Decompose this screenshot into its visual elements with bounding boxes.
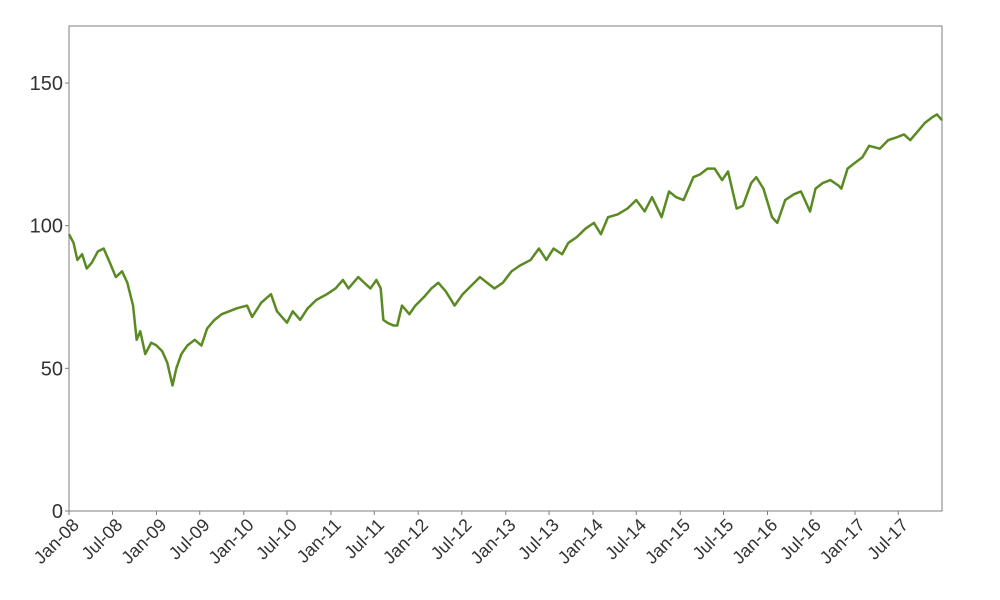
series-group [67, 113, 943, 387]
x-tick-label: Jan-14 [554, 515, 607, 568]
x-tick-label: Jan-10 [205, 515, 258, 568]
y-tick-label: 100 [30, 216, 63, 238]
y-tick-label: 50 [41, 358, 63, 380]
plot-area [68, 25, 943, 512]
y-axis: 0 50 100 150 [30, 73, 69, 523]
x-tick-label: Jan-15 [641, 515, 694, 568]
y-tick-label: 150 [30, 73, 63, 95]
x-tick-label: Jul-10 [252, 515, 301, 564]
x-tick-label: Jan-11 [293, 515, 345, 567]
x-tick-label: Jan-09 [117, 515, 170, 568]
x-tick-label: Jan-13 [467, 515, 520, 568]
x-tick-label: Jan-16 [728, 515, 781, 568]
x-tick-label: Jul-17 [863, 515, 912, 564]
x-tick-label: Jan-17 [816, 515, 869, 568]
x-axis: Jan-08Jul-08Jan-09Jul-09Jan-10Jul-10Jan-… [30, 511, 912, 568]
series-line [67, 113, 943, 387]
y-tick-label: 0 [52, 501, 63, 523]
x-tick-label: Jan-12 [379, 515, 432, 568]
